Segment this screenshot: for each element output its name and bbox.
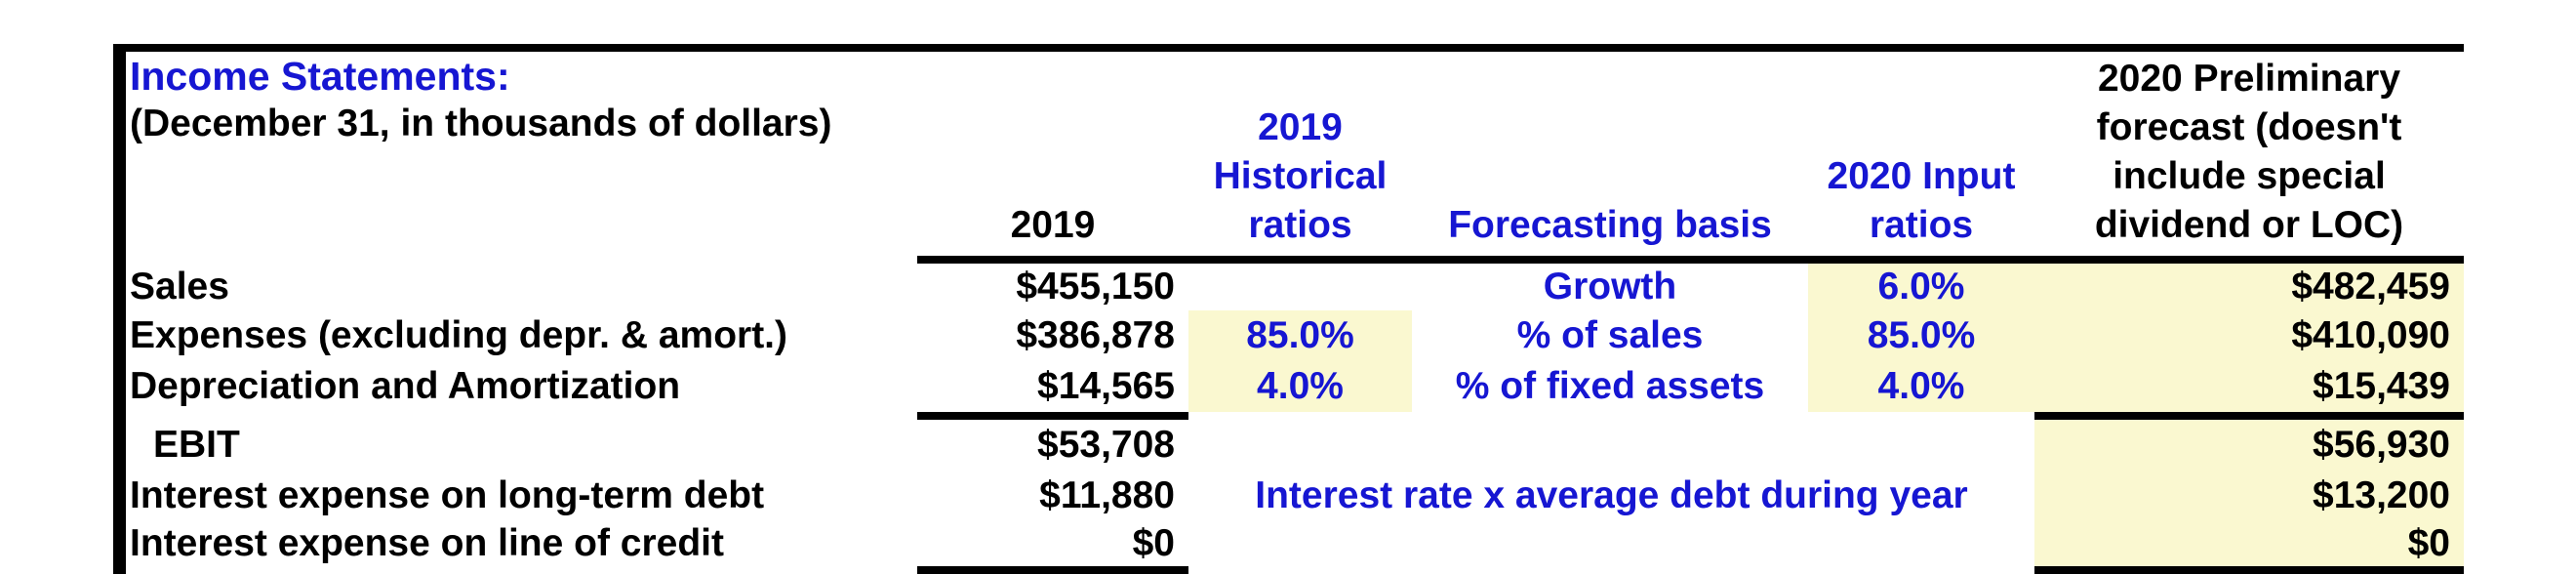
interest-ltd-forecast-value: $13,200 <box>2034 471 2464 521</box>
ebit-subtotal-line-forecast <box>2034 412 2464 420</box>
column-header-forecasting-basis: Forecasting basis <box>1412 52 1808 256</box>
column-header-2020-input-ratios: 2020 Input ratios <box>1808 52 2034 256</box>
spacer <box>1188 420 2034 471</box>
sales-2019-value: $455,150 <box>1016 266 1175 308</box>
row-label-depreciation: Depreciation and Amortization <box>130 365 681 407</box>
income-statement-table: Income Statements: (December 31, in thou… <box>130 52 2464 574</box>
column-header-line: ratios <box>1248 204 1352 246</box>
column-header-line: Historical <box>1213 155 1388 197</box>
column-header-line: include special <box>2113 155 2386 197</box>
bottom-line-forecast <box>2034 566 2464 574</box>
depreciation-forecast-value: $15,439 <box>2034 361 2464 412</box>
input-cell-expenses-ratio[interactable]: 85.0% <box>1808 310 2034 361</box>
spacer <box>1188 566 2034 574</box>
column-header-2020-forecast: 2020 Preliminary forecast (doesn't inclu… <box>2034 52 2464 256</box>
depreciation-historical-ratio: 4.0% <box>1188 361 1412 412</box>
spacer <box>130 566 917 574</box>
row-label-interest-ltd: Interest expense on long-term debt <box>130 474 765 516</box>
expenses-forecasting-basis: % of sales <box>1516 314 1704 356</box>
bottom-line-2019 <box>917 566 1188 574</box>
sales-historical-ratio-cell <box>1188 264 1412 310</box>
spacer <box>130 256 917 264</box>
spacer <box>130 412 917 420</box>
interest-ltd-2019-value: $11,880 <box>1039 474 1175 516</box>
depreciation-forecasting-basis: % of fixed assets <box>1455 365 1765 407</box>
interest-loc-2019-value: $0 <box>1132 522 1175 564</box>
ebit-2019-value: $53,708 <box>1037 424 1175 466</box>
row-label-sales: Sales <box>130 266 229 308</box>
sales-forecasting-basis: Growth <box>1543 266 1677 308</box>
interest-loc-forecast-value: $0 <box>2034 521 2464 566</box>
table-border-top <box>113 44 2464 52</box>
depreciation-2019-value: $14,565 <box>1037 365 1175 407</box>
header-underline <box>917 256 2464 264</box>
column-header-line: Forecasting basis <box>1448 204 1772 246</box>
expenses-historical-ratio: 85.0% <box>1188 310 1412 361</box>
row-label-interest-loc: Interest expense on line of credit <box>130 522 724 564</box>
column-header-line: ratios <box>1869 204 1974 246</box>
spacer <box>1188 412 2034 420</box>
ebit-subtotal-line-2019 <box>917 412 1188 420</box>
column-header-2019: 2019 <box>917 52 1188 256</box>
column-header-historical-ratios: 2019 Historical ratios <box>1188 52 1412 256</box>
column-header-line: 2020 Preliminary <box>2097 58 2401 100</box>
expenses-forecast-value: $410,090 <box>2034 310 2464 361</box>
input-cell-sales-growth-rate[interactable]: 6.0% <box>1808 264 2034 310</box>
ebit-forecast-value: $56,930 <box>2034 420 2464 471</box>
page-subtitle: (December 31, in thousands of dollars) <box>130 102 832 144</box>
input-cell-depreciation-ratio[interactable]: 4.0% <box>1808 361 2034 412</box>
row-label-expenses: Expenses (excluding depr. & amort.) <box>130 314 788 356</box>
column-header-line: 2020 Input <box>1827 155 2016 197</box>
spacer <box>1188 521 2034 566</box>
table-title-block: Income Statements: (December 31, in thou… <box>130 52 917 256</box>
column-header-line: forecast (doesn't <box>2096 106 2402 148</box>
interest-ltd-basis-note: Interest rate x average debt during year <box>1255 474 1968 516</box>
sales-forecast-value: $482,459 <box>2034 264 2464 310</box>
column-header-line: 2019 <box>1258 106 1343 148</box>
column-header-2019-label: 2019 <box>1010 204 1096 246</box>
column-header-line: dividend or LOC) <box>2094 204 2404 246</box>
table-border-left <box>113 44 126 574</box>
page-title: Income Statements: <box>130 54 510 99</box>
row-label-ebit: EBIT <box>153 424 240 466</box>
expenses-2019-value: $386,878 <box>1016 314 1175 356</box>
